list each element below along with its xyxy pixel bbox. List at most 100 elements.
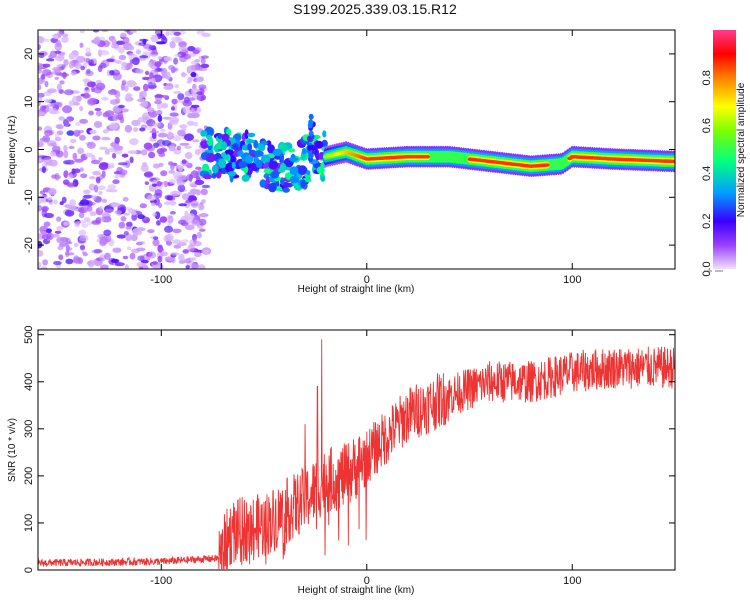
noise-blob [109,70,115,76]
noise-blob [189,188,199,195]
noise-blob [52,145,61,152]
noise-blob [58,254,64,261]
noise-blob [176,191,182,196]
noise-blob [66,130,75,136]
noise-blob [195,79,202,83]
noise-blob [73,129,81,137]
noise-blob [79,134,86,141]
transition-blob [202,174,213,180]
noise-blob [185,265,190,269]
noise-blob [41,166,47,174]
noise-blob [164,71,171,80]
noise-blob [111,43,120,49]
noise-blob [84,204,89,213]
noise-blob [190,108,196,114]
noise-blob [82,252,89,257]
noise-blob [163,180,168,188]
noise-blob [59,242,68,247]
transition-blob [308,119,314,126]
noise-blob [192,49,200,55]
noise-blob [104,149,110,155]
noise-blob [98,185,106,191]
noise-blob [109,162,115,169]
noise-blob [109,122,119,130]
noise-blob [68,60,74,69]
noise-blob [39,137,50,142]
noise-blob [63,59,69,66]
noise-blob [79,244,86,251]
noise-blob [144,70,150,76]
noise-blob [158,247,165,252]
noise-blob [70,138,77,144]
noise-blob [38,140,44,148]
noise-blob [40,73,46,80]
transition-blob [206,137,214,147]
transition-blob [289,166,299,176]
noise-blob [178,165,183,172]
noise-blob [48,188,57,196]
noise-blob [185,92,191,96]
transition-blob [227,171,236,177]
transition-blob [308,113,314,120]
noise-blob [191,219,201,226]
noise-blob [173,90,182,95]
y-tick-label: 200 [23,467,35,485]
noise-blob [136,262,144,267]
snr-y-axis-label: SNR (10 * v/v) [7,418,18,482]
noise-blob [86,141,96,149]
noise-blob [58,116,65,121]
noise-blob [174,84,179,89]
noise-blob [156,66,161,72]
noise-blob [156,102,163,110]
noise-blob [120,83,125,91]
noise-blob [77,147,85,155]
noise-blob [125,160,131,168]
noise-blob [177,99,184,104]
noise-blob [129,59,134,64]
y-tick-label: 20 [23,48,35,60]
noise-blob [94,107,102,112]
noise-blob [198,84,207,90]
transition-blob [237,150,244,157]
noise-blob [146,194,156,202]
noise-blob [161,140,172,146]
noise-blob [160,128,166,132]
noise-blob [75,121,81,126]
noise-blob [190,170,199,179]
noise-blob [193,263,199,269]
noise-blob [41,206,48,212]
transition-blob [268,160,279,170]
noise-blob [62,71,67,79]
transition-blob [220,141,228,151]
noise-blob [181,159,187,165]
noise-blob [198,218,207,226]
noise-blob [176,145,181,151]
noise-blob [137,241,146,245]
noise-blob [151,202,156,206]
noise-blob [131,213,138,221]
snr-x-axis-label: Height of straight line (km) [298,585,415,596]
transition-blob [297,165,308,176]
noise-blob [187,244,195,252]
noise-blob [174,53,182,57]
noise-blob [184,151,193,160]
noise-blob [88,97,98,105]
noise-blob [64,209,75,217]
noise-blob [77,220,87,224]
x-tick-label: 0 [364,575,370,587]
noise-blob [86,261,94,266]
noise-blob [139,203,147,209]
noise-blob [138,42,146,47]
noise-blob [104,110,115,117]
noise-blob [140,259,149,264]
noise-blob [103,229,112,236]
noise-blob [93,86,103,94]
noise-blob [73,168,81,174]
noise-blob [114,262,125,267]
noise-blob [171,98,178,105]
noise-blob [92,135,101,141]
noise-blob [80,93,85,97]
spectrogram-x-axis-label: Height of straight line (km) [298,284,415,295]
noise-blob [72,53,79,60]
noise-blob [57,245,64,250]
